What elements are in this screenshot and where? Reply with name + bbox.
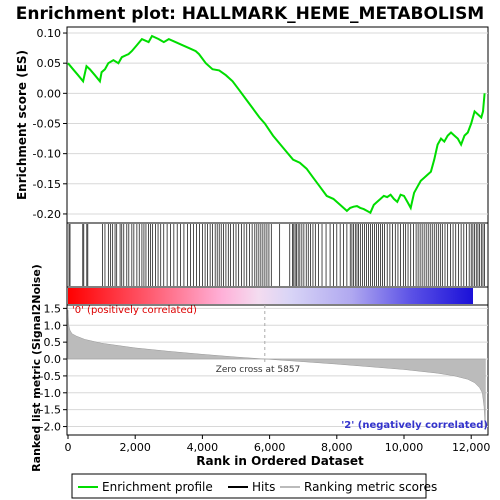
metric-y-tick-label: -1.5 xyxy=(40,404,61,417)
legend-label-hits: Hits xyxy=(252,480,275,494)
x-tick-label: 0 xyxy=(65,441,72,454)
metric-y-tick-label: -1.0 xyxy=(40,387,61,400)
es-grid xyxy=(68,32,488,215)
metric-y-tick-label: 1.0 xyxy=(44,319,62,332)
metric-y-tick-label: -2.0 xyxy=(40,421,61,434)
positive-correlation-label: '0' (positively correlated) xyxy=(72,305,197,316)
enrichment-profile-line xyxy=(67,34,486,215)
es-y-tick-label: -0.10 xyxy=(33,148,61,161)
es-y-tick-label: 0.00 xyxy=(37,87,62,100)
negative-correlation-label: '2' (negatively correlated) xyxy=(341,420,488,431)
es-y-tick-label: -0.20 xyxy=(33,208,61,221)
legend-label-enrichment-profile: Enrichment profile xyxy=(102,480,213,494)
legend-label-ranking-metric: Ranking metric scores xyxy=(304,480,437,494)
metric-y-axis-label: Ranked list metric (Signal2Noise) xyxy=(30,264,43,472)
zero-cross-label: Zero cross at 5857 xyxy=(216,365,301,375)
legend: Enrichment profile Hits Ranking metric s… xyxy=(71,473,437,499)
rank-color-bar xyxy=(68,288,473,304)
x-tick-label: 10,000 xyxy=(385,441,424,454)
x-tick-label: 2,000 xyxy=(119,441,151,454)
x-tick-label: 4,000 xyxy=(187,441,219,454)
es-y-tick-label: 0.10 xyxy=(37,27,62,40)
x-ticks: 0 2,000 4,000 6,000 8,000 10,000 12,000 xyxy=(65,435,491,454)
es-y-axis-label: Enrichment score (ES) xyxy=(15,50,29,200)
hits-panel-frame xyxy=(66,222,489,288)
es-y-tick-label: -0.15 xyxy=(33,178,61,191)
x-tick-label: 12,000 xyxy=(452,441,491,454)
x-tick-label: 6,000 xyxy=(254,441,286,454)
es-y-tick-label: 0.05 xyxy=(37,57,62,70)
x-tick-label: 8,000 xyxy=(321,441,353,454)
metric-y-ticks: 1.5 1.0 0.5 0.0 -0.5 -1.0 -1.5 -2.0 xyxy=(40,302,67,434)
metric-y-tick-label: 1.5 xyxy=(44,302,62,315)
ranking-metric-area xyxy=(67,310,486,430)
legend-frame xyxy=(71,473,427,499)
metric-y-tick-label: 0.5 xyxy=(44,336,62,349)
es-y-tick-label: -0.05 xyxy=(33,117,61,130)
x-axis-label: Rank in Ordered Dataset xyxy=(196,454,364,468)
es-y-ticks: 0.10 0.05 0.00 -0.05 -0.10 -0.15 -0.20 xyxy=(33,27,67,221)
es-panel-frame xyxy=(66,26,489,224)
metric-y-tick-label: -0.5 xyxy=(40,370,61,383)
hits-marks xyxy=(68,224,485,286)
chart-title: Enrichment plot: HALLMARK_HEME_METABOLIS… xyxy=(16,4,484,24)
metric-y-tick-label: 0.0 xyxy=(44,353,62,366)
